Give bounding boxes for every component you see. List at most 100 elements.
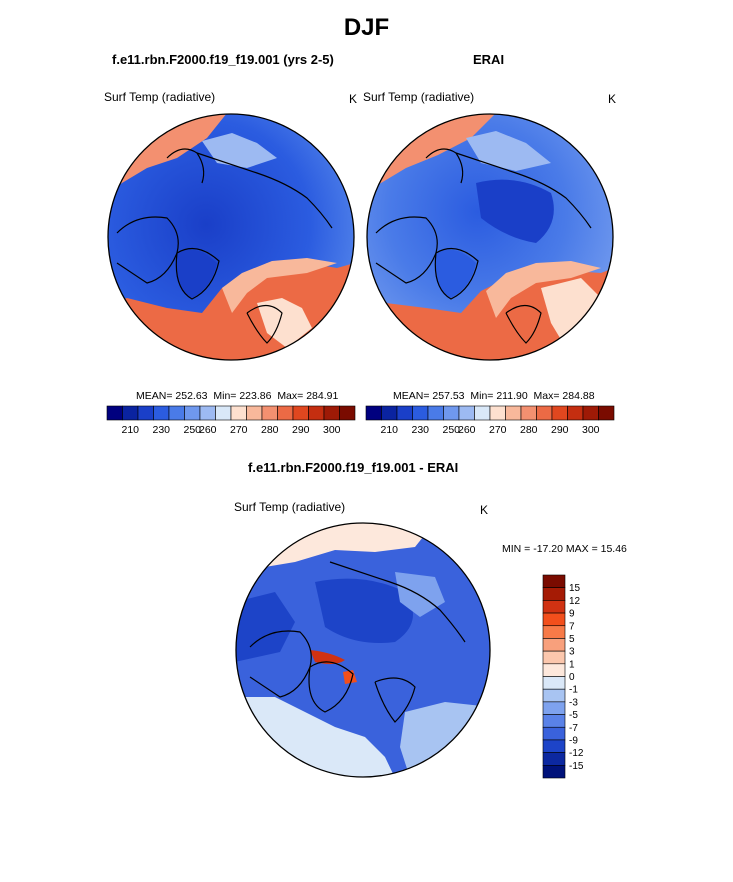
panel-1-stats: MEAN= 252.63 Min= 223.86 Max= 284.91 <box>136 390 338 402</box>
colorbar-tick-label: 9 <box>569 609 575 620</box>
colorbar-box <box>292 405 309 421</box>
map-2-pacific-light <box>466 131 551 171</box>
colorbar-tick-label: 300 <box>582 424 600 436</box>
colorbar-box <box>381 405 398 421</box>
colorbar-box <box>106 405 123 421</box>
colorbar-box <box>542 574 566 588</box>
colorbar-box <box>542 701 566 715</box>
diff-panel-title: f.e11.rbn.F2000.f19_f19.001 - ERAI <box>248 460 459 475</box>
panel-1-max-value: 284.91 <box>306 390 339 402</box>
panel-2-max-label: Max= <box>533 390 560 402</box>
colorbar-box <box>542 612 566 627</box>
map-2-coast-scandinavia <box>505 304 542 344</box>
colorbar-box <box>489 405 506 421</box>
colorbar-box <box>215 405 232 421</box>
diff-coast-scandinavia <box>374 677 416 723</box>
colorbar-tick-label: 270 <box>489 424 507 436</box>
colorbar-box <box>542 663 566 677</box>
colorbar-tick-label: 230 <box>411 424 429 436</box>
map-1-atlantic-light <box>222 258 337 313</box>
colorbar-box <box>199 405 216 421</box>
panel-1-min-label: Min= <box>213 390 237 402</box>
diff-panel-variable: Surf Temp (radiative) <box>234 500 346 514</box>
colorbar-box <box>567 405 584 421</box>
colorbar-tick-label: 280 <box>261 424 279 436</box>
diff-minmax: MIN = -17.20 MAX = 15.46 <box>502 543 627 555</box>
colorbar-tick-label: 3 <box>569 647 575 658</box>
panel-2-min-label: Min= <box>470 390 494 402</box>
colorbar-box <box>308 405 325 421</box>
diff-coast-greenland <box>308 661 354 713</box>
colorbar-box <box>542 587 566 601</box>
map-1-coast-eurasia <box>196 152 333 229</box>
panel-1-mean-label: MEAN= <box>136 390 173 402</box>
colorbar-box <box>153 405 170 421</box>
colorbar-box <box>427 405 444 421</box>
colorbar-tick-label: -9 <box>569 735 578 746</box>
map-model <box>107 113 355 361</box>
colorbar-tick-label: -1 <box>569 685 578 696</box>
colorbar-box <box>261 405 278 421</box>
colorbar-box <box>277 405 294 421</box>
colorbar-box <box>542 676 566 690</box>
colorbar-box <box>323 405 340 421</box>
colorbar-tick-label: -7 <box>569 723 578 734</box>
map-2-siberia-core <box>476 179 554 243</box>
colorbar-box <box>542 625 566 639</box>
colorbar-tick-label: 230 <box>152 424 170 436</box>
panel-1-min-value: 223.86 <box>239 390 272 402</box>
colorbar-box <box>230 405 247 421</box>
diff-coast-eurasia <box>329 561 466 643</box>
colorbar-box <box>443 405 460 421</box>
map-2-coast-greenland <box>434 247 479 300</box>
colorbar-tick-label: 7 <box>569 621 575 632</box>
colorbar-box <box>505 405 522 421</box>
map-difference <box>235 522 491 778</box>
panel-1-max-label: Max= <box>277 390 304 402</box>
colorbar-box <box>542 752 566 766</box>
colorbar-box <box>542 726 566 741</box>
panel-1-mean-value: 252.63 <box>175 390 208 402</box>
diff-warm-spot-2 <box>343 670 357 684</box>
colorbar-box <box>536 405 553 421</box>
colorbar-box <box>551 405 568 421</box>
colorbar-tick-label: 290 <box>292 424 310 436</box>
colorbar-box <box>412 405 429 421</box>
colorbar-box <box>246 405 263 421</box>
colorbar-tick-label: -12 <box>569 748 584 759</box>
panel-2-mean-value: 257.53 <box>432 390 465 402</box>
colorbar-tick-label: -3 <box>569 697 578 708</box>
colorbar-box <box>542 714 566 728</box>
colorbar-box <box>582 405 599 421</box>
colorbar-box <box>122 405 139 421</box>
colorbar-tick-label: 12 <box>569 596 581 607</box>
colorbar-box <box>365 405 382 421</box>
colorbar-box <box>542 600 566 614</box>
panel-1-title: f.e11.rbn.F2000.f19_f19.001 (yrs 2-5) <box>112 52 334 67</box>
panel-1-units: K <box>349 92 358 106</box>
colorbar-box <box>396 405 413 421</box>
diff-center-deep <box>315 578 413 643</box>
map-2-coast-eurasia <box>455 152 592 229</box>
map-2-greenland <box>435 249 476 298</box>
panel-2-variable: Surf Temp (radiative) <box>363 90 475 104</box>
panel-2-max-value: 284.88 <box>562 390 595 402</box>
colorbar-box <box>137 405 154 421</box>
colorbar-box <box>542 650 566 665</box>
panel-2-mean-label: MEAN= <box>393 390 430 402</box>
diff-west-deep <box>236 592 295 662</box>
colorbar-tick-label: -15 <box>569 761 584 772</box>
colorbar-tick-label: 1 <box>569 659 575 670</box>
colorbar-tick-label: 290 <box>551 424 569 436</box>
colorbar-tick-label: 0 <box>569 672 575 683</box>
diff-right-light <box>395 572 445 617</box>
colorbar-box <box>520 405 537 421</box>
panel-1-variable: Surf Temp (radiative) <box>104 90 216 104</box>
colorbar-box <box>168 405 185 421</box>
map-1-coast-alaska <box>166 148 205 184</box>
colorbar-box <box>542 688 566 703</box>
map-2-atlantic-light <box>486 261 601 318</box>
colorbar-difference: 15 12 97 5 31 0 -1-3 -5 -7-9 -12 -15 <box>542 574 584 779</box>
